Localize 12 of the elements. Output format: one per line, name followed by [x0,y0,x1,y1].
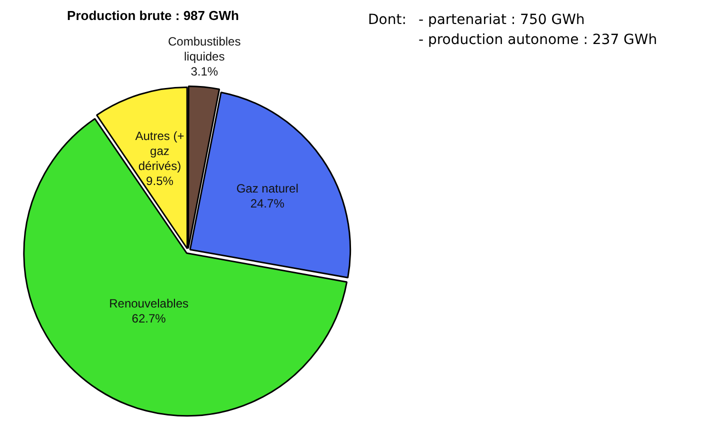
slice-label: Autres (+ gaz dérivés) [135,128,184,173]
text: - production autonome : 237 GWh [418,31,658,50]
text: Dont: [368,11,406,30]
data-label: 24.7% [250,196,285,211]
chart-title: Production brute : 987 GWh [66,8,240,23]
slice-label: Gaz naturel [236,182,298,196]
slice-label: Combustibles liquides [168,34,241,64]
data-label: 62.7% [132,311,166,326]
data-label: 9.5% [146,174,174,188]
data-label: 3.1% [190,64,218,78]
slice-label: Renouvelables [109,296,188,310]
text: - partenariat : 750 GWh [418,11,586,30]
